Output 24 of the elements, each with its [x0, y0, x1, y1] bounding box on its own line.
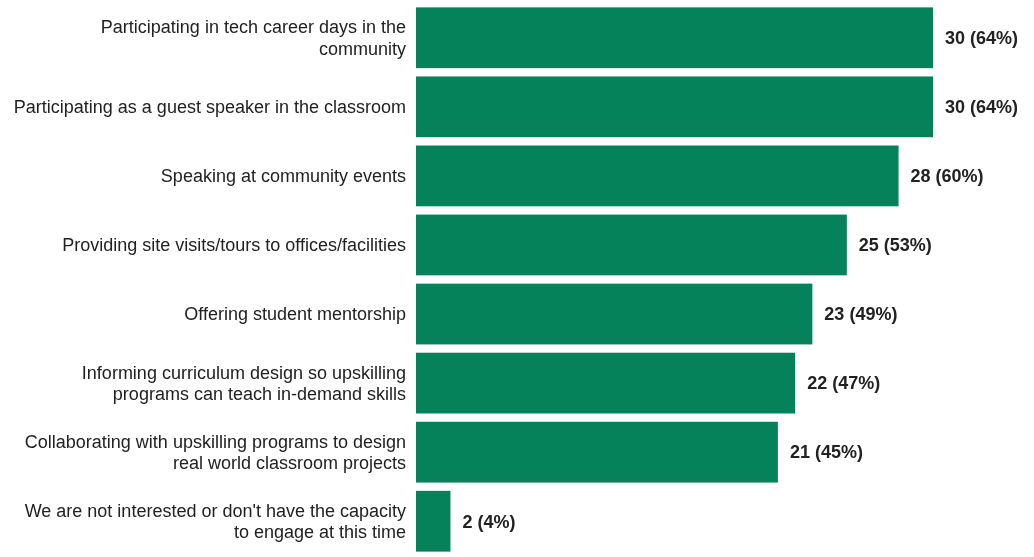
bar [416, 76, 933, 138]
data-label: 23 (49%) [824, 304, 898, 325]
data-label: 22 (47%) [807, 373, 881, 394]
y-tick-label: We are not interested or don't have the capacity to engage at this time [24, 500, 406, 543]
bar [416, 421, 778, 483]
y-tick-label: Informing curriculum design so upskilling programs can teach in-demand skills [81, 362, 406, 405]
bar [416, 214, 847, 276]
data-label: 28 (60%) [910, 166, 984, 187]
bar [416, 352, 796, 414]
data-label: 25 (53%) [858, 235, 932, 256]
data-label: 30 (64%) [945, 28, 1019, 49]
data-label: 30 (64%) [945, 97, 1019, 118]
bar [416, 490, 451, 552]
bar [416, 7, 933, 69]
y-tick-label: Participating as a guest speaker in the classroom [13, 97, 406, 118]
y-tick-label: Participating in tech career days in the community [100, 17, 406, 59]
y-tick-label: Collaborating with upskilling programs to design real world classroom projects [24, 431, 406, 474]
data-label: 21 (45%) [789, 442, 863, 463]
y-tick-label: Providing site visits/tours to offices/facilities [62, 235, 406, 256]
y-tick-label: Offering student mentorship [184, 304, 406, 325]
bar [416, 145, 899, 207]
data-label: 2 (4%) [462, 511, 516, 532]
y-tick-label: Speaking at community events [160, 166, 406, 187]
bar [416, 283, 813, 345]
